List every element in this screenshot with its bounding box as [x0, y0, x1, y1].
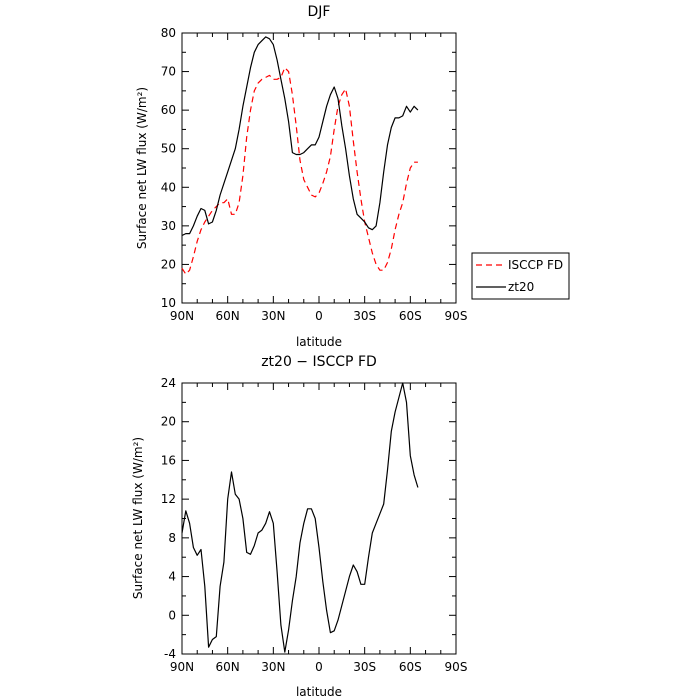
x-tick-label: 90S [445, 309, 468, 323]
x-axis-title: latitude [296, 685, 342, 699]
y-tick-label: 0 [168, 608, 176, 622]
y-tick-label: 60 [161, 103, 176, 117]
y-axis-title: Surface net LW flux (W/m²) [131, 437, 145, 599]
chart-panel-top: DJF latitude Surface net LW flux (W/m²) … [135, 4, 570, 349]
chart-panel-bottom: zt20 − ISCCP FD latitude Surface net LW … [131, 354, 467, 699]
legend-box [471, 252, 570, 300]
x-tick-label: 0 [315, 660, 323, 674]
chart-title: DJF [308, 4, 331, 20]
axis-ticks: 90N 60N 30N 0 30S 60S 90S -4 0 4 8 12 16 20 24 [161, 376, 468, 674]
x-tick-label: 60N [216, 660, 240, 674]
plot-frame [181, 382, 457, 655]
x-tick-label: 30N [261, 309, 285, 323]
x-tick-label: 90N [170, 660, 194, 674]
y-tick-label: 20 [161, 257, 176, 271]
x-tick-label: 30N [261, 660, 285, 674]
y-tick-label: 20 [161, 415, 176, 429]
axis-ticks: 90N 60N 30N 0 30S 60S 90S 10 20 30 40 50 60 70 80 [161, 26, 468, 323]
x-tick-label: 60S [399, 309, 422, 323]
x-tick-label: 30S [353, 660, 376, 674]
y-tick-label: 16 [161, 453, 176, 467]
chart-title: zt20 − ISCCP FD [261, 354, 377, 370]
x-tick-label: 60N [216, 309, 240, 323]
y-tick-label: 10 [161, 296, 176, 310]
y-tick-label: 30 [161, 219, 176, 233]
y-axis-title: Surface net LW flux (W/m²) [135, 87, 149, 249]
y-tick-label: 12 [161, 492, 176, 506]
x-tick-label: 90N [170, 309, 194, 323]
legend: ISCCP FD zt20 [471, 252, 570, 300]
legend-label-zt20: zt20 [508, 280, 534, 294]
x-tick-label: 0 [315, 309, 323, 323]
x-tick-label: 90S [445, 660, 468, 674]
series-layer [181, 36, 419, 275]
y-tick-label: 40 [161, 180, 176, 194]
y-tick-label: -4 [164, 647, 176, 661]
series-line-zt20 [181, 36, 419, 237]
y-tick-label: 80 [161, 26, 176, 40]
x-tick-label: 30S [353, 309, 376, 323]
y-tick-label: 50 [161, 142, 176, 156]
series-line-isccp-fd [181, 67, 418, 275]
y-tick-label: 4 [168, 570, 176, 584]
y-tick-label: 8 [168, 531, 176, 545]
y-tick-label: 24 [161, 376, 176, 390]
series-line-difference [181, 382, 419, 653]
plot-frame [181, 32, 457, 304]
x-tick-label: 60S [399, 660, 422, 674]
y-tick-label: 70 [161, 65, 176, 79]
series-layer [181, 382, 419, 653]
legend-label-isccp: ISCCP FD [508, 258, 563, 272]
x-axis-title: latitude [296, 335, 342, 349]
